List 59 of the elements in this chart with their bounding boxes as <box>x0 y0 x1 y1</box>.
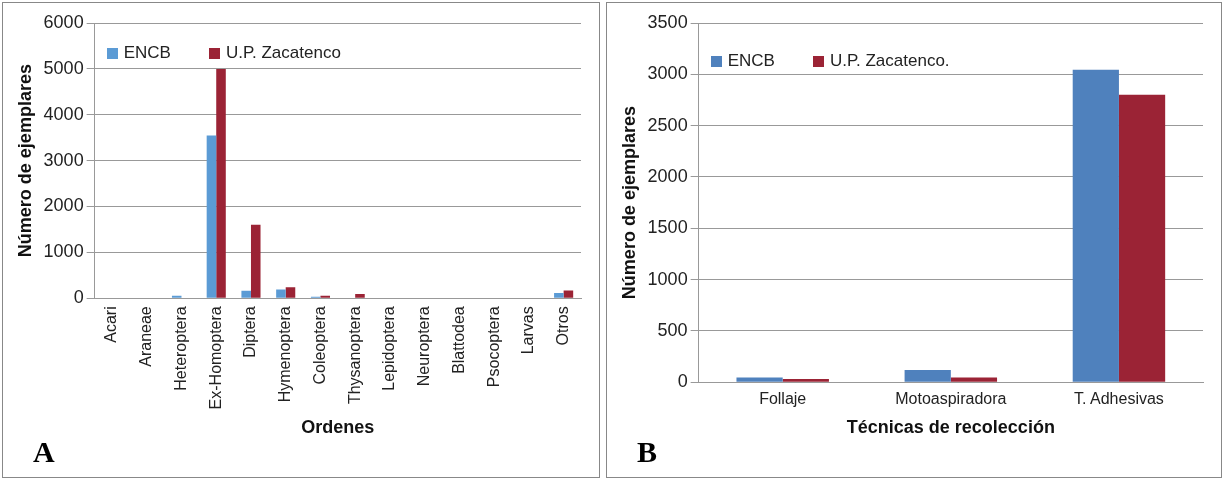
bar <box>276 289 286 298</box>
x-tick-label: Follaje <box>759 390 807 408</box>
bar <box>904 369 951 382</box>
x-tick-label: Neuroptera <box>415 306 433 387</box>
x-tick-label: Otros <box>554 306 572 346</box>
y-tick-label: 1000 <box>647 268 688 289</box>
y-axis-title: Número de ejemplares <box>14 64 35 258</box>
legend-label: ENCB <box>123 43 171 63</box>
text: B <box>637 435 658 469</box>
x-axis-title: Ordenes <box>301 417 375 438</box>
bar <box>1118 94 1166 382</box>
legend-label: U.P. Zacatenco <box>225 43 341 63</box>
bar <box>950 377 998 382</box>
x-tick-label: Acari <box>102 306 120 343</box>
text: A <box>33 435 55 469</box>
y-tick-label: 5000 <box>43 57 84 78</box>
x-tick-label: Coleoptera <box>310 306 328 385</box>
bar <box>241 290 251 298</box>
y-tick-label: 1000 <box>43 241 84 262</box>
x-tick-label: Diptera <box>241 306 259 358</box>
x-tick-label: Araneae <box>137 306 155 367</box>
y-tick-label: 4000 <box>43 103 84 124</box>
x-tick-label: T. Adhesivas <box>1074 390 1164 408</box>
bar <box>782 379 829 382</box>
y-tick-label: 3000 <box>43 149 84 170</box>
bar <box>554 292 564 298</box>
legend-label: U.P. Zacatenco. <box>829 51 950 71</box>
x-tick-label: Thysanoptera <box>345 306 363 405</box>
bar <box>736 377 783 382</box>
y-tick-label: 3500 <box>647 11 688 32</box>
bar <box>355 294 365 298</box>
bar <box>216 68 226 298</box>
y-tick-label: 2000 <box>647 165 688 186</box>
x-tick-label: Heteroptera <box>171 306 189 391</box>
y-tick-label: 2500 <box>647 114 688 135</box>
y-tick-label: 1500 <box>647 217 688 238</box>
legend-label: ENCB <box>727 51 775 71</box>
bar <box>171 295 182 298</box>
x-tick-label: Ex-Homoptera <box>206 306 224 410</box>
x-tick-label: Motoaspiradora <box>895 390 1007 408</box>
x-tick-label: Lepidoptera <box>380 306 398 391</box>
y-tick-label: 500 <box>657 319 688 340</box>
bar <box>563 290 574 298</box>
y-tick-label: 3000 <box>647 63 688 84</box>
bar <box>206 135 217 298</box>
x-tick-label: Blattodea <box>449 306 467 374</box>
bar <box>285 287 296 298</box>
bar <box>320 295 331 298</box>
x-axis-title: Técnicas de recolección <box>846 417 1055 438</box>
bar <box>1072 69 1119 382</box>
y-tick-label: 6000 <box>43 11 84 32</box>
x-tick-label: Larvas <box>519 306 537 355</box>
y-tick-label: 0 <box>73 287 84 308</box>
bar <box>250 224 261 298</box>
y-tick-label: 0 <box>677 371 688 392</box>
x-tick-label: Psocoptera <box>484 306 502 388</box>
y-tick-label: 2000 <box>43 195 84 216</box>
y-axis-title: Número de ejemplares <box>618 106 639 300</box>
x-tick-label: Hymenoptera <box>276 306 294 403</box>
